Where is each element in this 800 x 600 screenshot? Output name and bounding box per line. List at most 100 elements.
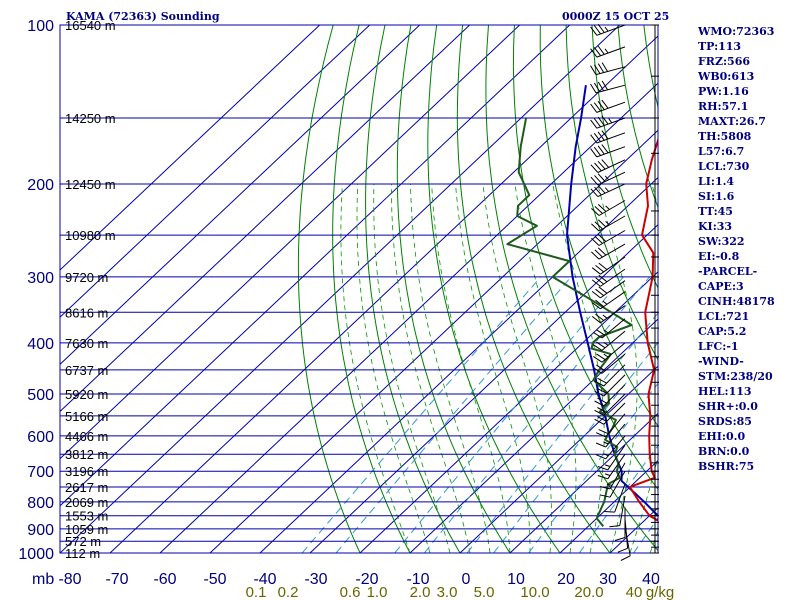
index-item: TH:5808 — [698, 130, 752, 143]
mixing-ratio-line — [493, 341, 658, 553]
index-item: -WIND- — [698, 355, 744, 368]
wind-barb — [593, 318, 626, 339]
mixing-ratio-label: 5.0 — [474, 584, 495, 600]
isotherm-line — [159, 82, 658, 553]
moist-adiabat-line — [552, 183, 605, 553]
temperature-tick-label: -30 — [304, 571, 327, 588]
dry-adiabat-line — [365, 25, 461, 553]
moist-adiabat-line — [373, 183, 451, 553]
wind-barb — [594, 374, 626, 397]
wind-barb — [595, 413, 626, 438]
index-item: LCL:721 — [698, 310, 750, 323]
pressure-tick-label: 800 — [27, 495, 54, 512]
height-label: 572 m — [65, 534, 101, 549]
parcel-trace — [566, 85, 658, 518]
wind-barb — [591, 291, 626, 310]
height-label: 9720 m — [65, 270, 108, 285]
index-item: SI:1.6 — [698, 190, 735, 203]
stability-indices-panel: WMO:72363 TP:113 FRZ:566 WB0:613 PW:1.16 RH:5… — [698, 24, 775, 474]
wind-barb — [590, 45, 626, 58]
wind-barb — [620, 526, 631, 561]
pressure-tick-label: 100 — [27, 18, 54, 35]
height-label: 14250 m — [65, 111, 116, 126]
index-item: -PARCEL- — [698, 265, 758, 278]
index-item: EHI:0.0 — [698, 430, 746, 443]
mixing-ratio-label: 2.0 — [410, 584, 431, 600]
height-label: 6737 m — [65, 363, 108, 378]
isotherm-line — [60, 25, 421, 366]
dry-adiabat-line — [396, 25, 511, 553]
index-item: SHR+:0.0 — [698, 400, 758, 413]
wind-barb — [599, 470, 626, 498]
mixing-ratio-label: 20.0 — [574, 584, 603, 600]
mixing-ratio-label: 1.0 — [367, 584, 388, 600]
isotherm-line — [60, 25, 571, 507]
wind-barb — [590, 171, 626, 186]
chart-title: KAMA (72363) Sounding — [66, 10, 220, 23]
wind-barb — [590, 23, 626, 36]
wind-barb — [591, 268, 626, 287]
height-label: 2617 m — [65, 480, 108, 495]
height-label: 3196 m — [65, 464, 108, 479]
pressure-tick-label: 200 — [27, 177, 54, 194]
mixing-ratio-label: 10.0 — [520, 584, 549, 600]
index-item: RH:57.1 — [698, 100, 749, 113]
index-item: LCL:730 — [698, 160, 750, 173]
wind-barb — [599, 462, 626, 490]
index-item: HEL:113 — [698, 385, 752, 398]
dry-adiabat-line — [297, 25, 361, 553]
chart-datetime: 0000Z 15 OCT 25 — [562, 10, 670, 23]
isotherm-line — [409, 318, 658, 553]
height-label: 3812 m — [65, 447, 108, 462]
wind-barb — [595, 435, 626, 460]
pressure-tick-label: 300 — [27, 270, 54, 287]
isotherm-line — [60, 25, 621, 553]
wind-barb — [594, 402, 626, 425]
pressure-tick-label: 900 — [27, 522, 54, 539]
height-label: 2069 m — [65, 495, 108, 510]
pressure-tick-label: 500 — [27, 387, 54, 404]
temperature-tick-label: -50 — [203, 571, 226, 588]
index-item: LI:1.4 — [698, 175, 735, 188]
temperature-tick-label: -70 — [105, 571, 128, 588]
moist-adiabat-line — [340, 183, 411, 553]
index-item: L57:6.7 — [698, 145, 745, 158]
mixing-ratio-label: 0.1 — [246, 584, 267, 600]
wind-barb — [590, 144, 626, 158]
index-item: MAXT:26.7 — [698, 115, 766, 128]
height-label: 16540 m — [65, 18, 116, 33]
plot-frame — [59, 24, 659, 554]
temperature-tick-label: -60 — [153, 571, 176, 588]
isotherm-line — [60, 25, 471, 413]
height-label: 112 m — [65, 546, 100, 561]
mixing-ratio-line — [394, 276, 624, 553]
dewpoint-trace — [506, 117, 633, 527]
mixing-ratio-label: 0.2 — [278, 584, 299, 600]
height-label: 8616 m — [65, 305, 108, 320]
height-label: 7630 m — [65, 336, 108, 351]
wind-barb — [591, 280, 626, 299]
mixing-ratio-label: 3.0 — [437, 584, 458, 600]
mixing-ratio-label: 40 — [626, 584, 643, 600]
wind-barb — [590, 62, 626, 76]
isotherm-line — [109, 35, 658, 553]
index-item: BSHR:75 — [698, 460, 755, 473]
isotherm-line — [259, 176, 658, 553]
index-item: PW:1.16 — [698, 85, 749, 98]
index-item: SRDS:85 — [698, 415, 752, 428]
index-item: CINH:48178 — [698, 295, 775, 308]
background-grid — [60, 25, 658, 553]
wind-barb — [590, 115, 626, 129]
wind-barb — [590, 80, 626, 94]
mixing-ratio-label: 0.6 — [340, 584, 361, 600]
wind-barb — [593, 330, 626, 351]
height-label: 1553 m — [65, 509, 108, 524]
isotherm-line — [509, 412, 658, 553]
wind-barb — [594, 384, 626, 407]
wind-barb — [597, 444, 626, 471]
height-label: 5166 m — [65, 409, 108, 424]
wind-barb — [590, 183, 626, 198]
height-label: 10980 m — [65, 228, 116, 243]
wind-barb — [591, 200, 626, 216]
temperature-tick-label: 10 — [507, 571, 525, 588]
